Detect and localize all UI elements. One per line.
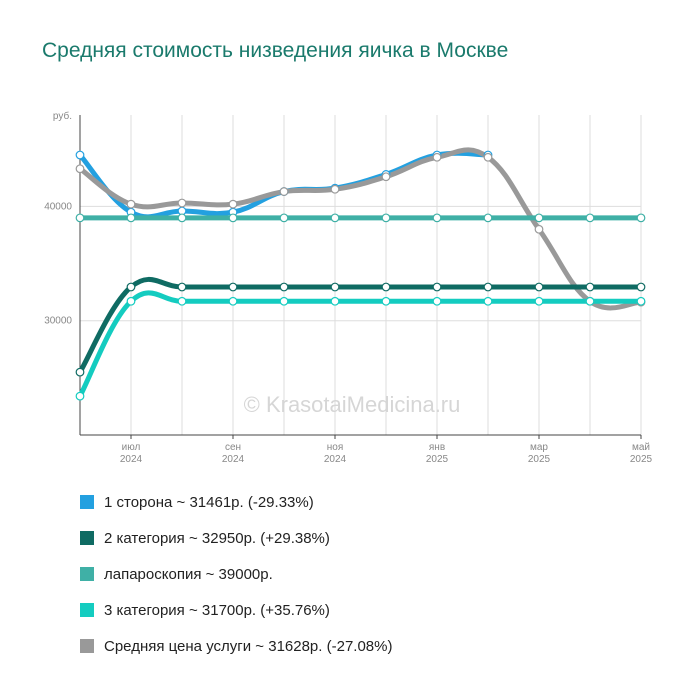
data-point xyxy=(432,213,442,223)
data-point xyxy=(381,213,391,223)
x-tick-label-month: мар xyxy=(530,442,548,453)
legend-item-laparoskopiya[interactable]: лапароскопия ~ 39000р. xyxy=(80,556,392,592)
legend-swatch xyxy=(80,531,94,545)
data-point xyxy=(330,184,340,194)
data-point xyxy=(381,296,391,306)
data-point xyxy=(279,187,289,196)
data-point xyxy=(636,296,646,306)
x-tick-label-year: 2024 xyxy=(324,454,347,465)
data-point xyxy=(483,282,493,292)
data-point xyxy=(636,213,646,223)
data-point xyxy=(330,296,340,306)
data-point xyxy=(534,224,544,234)
x-tick-label-month: июл xyxy=(122,442,141,453)
data-point xyxy=(126,282,136,292)
x-tick-label-year: 2025 xyxy=(528,454,551,465)
data-point xyxy=(228,199,238,209)
data-point xyxy=(330,282,340,292)
data-point xyxy=(75,164,85,174)
data-point xyxy=(585,282,595,292)
data-point xyxy=(534,282,544,292)
data-point xyxy=(432,296,442,306)
y-tick-label: 30000 xyxy=(44,316,72,327)
data-point xyxy=(75,150,85,160)
data-point xyxy=(75,213,85,223)
x-tick-label-year: 2025 xyxy=(630,454,653,465)
data-point xyxy=(228,282,238,292)
data-point xyxy=(228,213,238,223)
data-point xyxy=(126,199,136,209)
legend-label: Средняя цена услуги ~ 31628р. (-27.08%) xyxy=(104,637,393,655)
data-point xyxy=(381,172,391,182)
line-chart: 3000040000руб.июл2024сен2024ноя2024янв20… xyxy=(44,110,653,465)
legend-item-1-storona[interactable]: 1 сторона ~ 31461р. (-29.33%) xyxy=(80,484,392,520)
data-point xyxy=(483,152,493,162)
data-point xyxy=(483,296,493,306)
y-tick-label: 40000 xyxy=(44,201,72,212)
data-point xyxy=(585,296,595,306)
watermark-text: © KrasotaiMedicina.ru xyxy=(244,392,461,417)
data-point xyxy=(534,296,544,306)
data-point xyxy=(177,198,187,208)
x-tick-label-month: сен xyxy=(225,442,241,453)
data-point xyxy=(279,296,289,306)
legend-swatch xyxy=(80,495,94,509)
data-point xyxy=(279,213,289,223)
data-point xyxy=(177,213,187,223)
legend-swatch xyxy=(80,603,94,617)
y-axis-unit-label: руб. xyxy=(53,110,72,122)
data-point xyxy=(75,367,85,377)
data-point xyxy=(534,213,544,223)
legend-swatch xyxy=(80,639,94,653)
chart-title: Средняя стоимость низведения яичка в Мос… xyxy=(42,39,509,62)
legend-label: лапароскопия ~ 39000р. xyxy=(104,565,273,583)
legend-item-srednyaya-cena[interactable]: Средняя цена услуги ~ 31628р. (-27.08%) xyxy=(80,628,392,664)
chart-legend: 1 сторона ~ 31461р. (-29.33%) 2 категори… xyxy=(80,484,392,664)
data-point xyxy=(126,213,136,223)
data-point xyxy=(177,282,187,292)
data-point xyxy=(126,296,136,306)
series-line-2-категория xyxy=(77,276,644,375)
legend-swatch xyxy=(80,567,94,581)
legend-label: 3 категория ~ 31700р. (+35.76%) xyxy=(104,601,330,619)
x-tick-label-month: май xyxy=(632,442,650,453)
data-point xyxy=(75,391,85,401)
x-tick-label-year: 2024 xyxy=(120,454,143,465)
legend-label: 2 категория ~ 32950р. (+29.38%) xyxy=(104,529,330,547)
data-point xyxy=(381,282,391,292)
legend-label: 1 сторона ~ 31461р. (-29.33%) xyxy=(104,493,314,511)
x-tick-label-month: янв xyxy=(429,442,445,453)
series-line-3-категория xyxy=(77,290,644,399)
data-point xyxy=(483,213,493,223)
data-point xyxy=(585,213,595,223)
data-point xyxy=(279,282,289,292)
legend-item-2-kategoriya[interactable]: 2 категория ~ 32950р. (+29.38%) xyxy=(80,520,392,556)
data-point xyxy=(177,296,187,306)
x-tick-label-year: 2024 xyxy=(222,454,245,465)
data-point xyxy=(228,296,238,306)
legend-item-3-kategoriya[interactable]: 3 категория ~ 31700р. (+35.76%) xyxy=(80,592,392,628)
data-point xyxy=(330,213,340,223)
data-point xyxy=(432,282,442,292)
data-point xyxy=(636,282,646,292)
x-tick-label-month: ноя xyxy=(327,442,344,453)
x-tick-label-year: 2025 xyxy=(426,454,449,465)
data-point xyxy=(432,152,442,162)
